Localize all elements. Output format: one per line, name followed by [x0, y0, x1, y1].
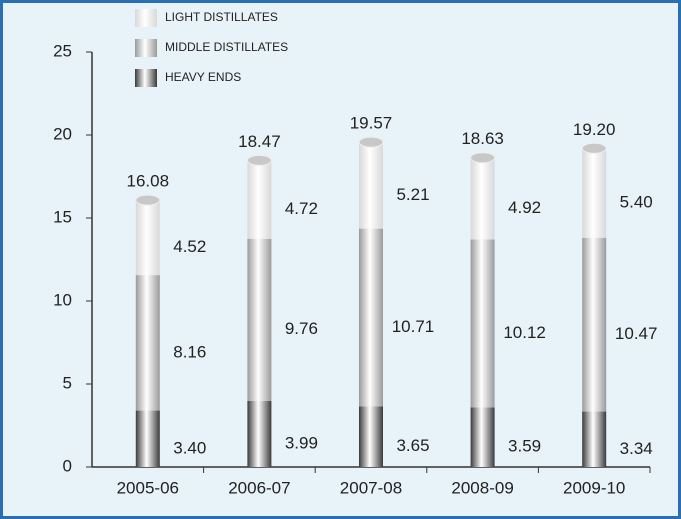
value-label: 9.76 — [285, 319, 318, 338]
total-label: 19.20 — [573, 120, 616, 139]
y-tick-label: 10 — [53, 290, 72, 309]
bar-segment — [470, 157, 495, 240]
legend-swatch — [135, 9, 157, 27]
value-label: 10.47 — [615, 324, 658, 343]
bar-top — [470, 152, 496, 164]
total-label: 18.63 — [461, 129, 504, 148]
value-label: 4.72 — [285, 199, 318, 218]
value-label: 3.34 — [620, 439, 653, 458]
bar-segment — [582, 237, 607, 412]
y-tick-label: 20 — [53, 124, 72, 143]
value-label: 4.52 — [173, 237, 206, 256]
y-tick-label: 0 — [63, 456, 72, 475]
value-label: 5.40 — [620, 192, 653, 211]
legend-label: HEAVY ENDS — [165, 70, 241, 84]
value-label: 3.59 — [508, 437, 541, 456]
y-tick-label: 25 — [53, 41, 72, 60]
bar-top — [135, 194, 161, 206]
bar-segment — [247, 160, 272, 239]
total-label: 19.57 — [350, 114, 393, 133]
legend-label: LIGHT DISTILLATES — [165, 10, 278, 24]
x-tick-label: 2008-09 — [451, 478, 513, 497]
bar-segment — [582, 148, 607, 238]
value-label: 10.12 — [503, 323, 546, 342]
value-label: 10.71 — [392, 317, 435, 336]
value-label: 3.65 — [396, 436, 429, 455]
legend-swatch — [135, 69, 157, 87]
value-label: 5.21 — [396, 185, 429, 204]
x-tick-label: 2009-10 — [563, 478, 625, 497]
value-label: 8.16 — [173, 342, 206, 361]
bar-segment — [470, 407, 495, 467]
bar-segment — [135, 200, 160, 276]
value-label: 3.40 — [173, 438, 206, 457]
bar-segment — [359, 228, 383, 407]
bar-segment — [359, 406, 383, 467]
bar-top — [246, 154, 272, 166]
bar-segment — [247, 400, 272, 467]
bar-segment — [470, 239, 495, 408]
y-tick-label: 15 — [53, 207, 72, 226]
bar-segment — [582, 411, 607, 467]
x-tick-label: 2005-06 — [117, 478, 179, 497]
bar-segment — [247, 238, 272, 401]
bar-segment — [135, 410, 160, 467]
legend-label: MIDDLE DISTILLATES — [165, 40, 288, 54]
x-tick-label: 2006-07 — [228, 478, 290, 497]
bar-top — [581, 142, 607, 154]
legend-swatch — [135, 39, 157, 57]
value-label: 3.99 — [285, 433, 318, 452]
total-label: 16.08 — [127, 172, 170, 191]
x-tick-label: 2007-08 — [340, 478, 402, 497]
bar-top — [358, 136, 384, 148]
bar-segment — [359, 142, 383, 229]
value-label: 4.92 — [508, 198, 541, 217]
y-tick-label: 5 — [63, 373, 72, 392]
total-label: 18.47 — [238, 132, 281, 151]
bar-segment — [135, 275, 160, 411]
